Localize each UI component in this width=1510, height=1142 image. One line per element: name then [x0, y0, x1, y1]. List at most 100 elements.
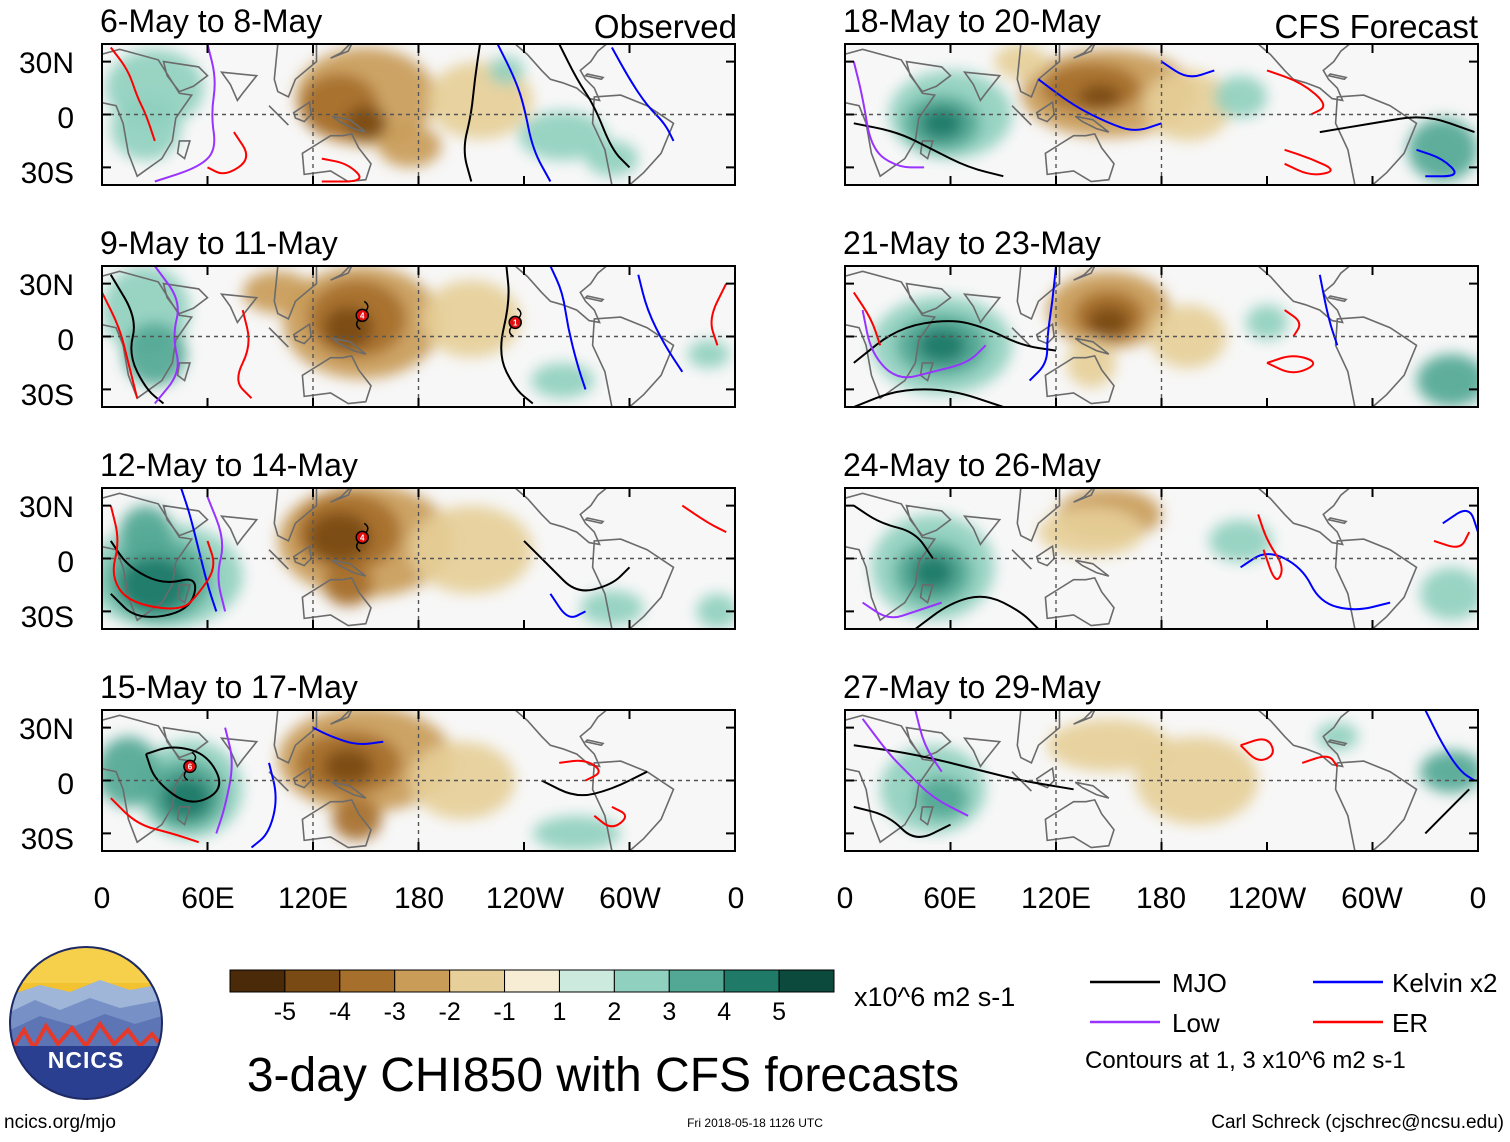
- colorbar-box: [668, 969, 725, 993]
- contour-line: [1416, 148, 1456, 178]
- shading-blob: [1078, 84, 1122, 110]
- coastline: [1073, 44, 1096, 59]
- lon-axis-labels-right: 0 60E 120E 180 120W 60W 0: [837, 882, 1487, 915]
- coastline: [1334, 316, 1418, 407]
- contour-line: [853, 320, 1057, 364]
- coastline: [1044, 798, 1115, 849]
- coastline: [1334, 760, 1418, 851]
- colorbar-box: [504, 969, 560, 993]
- coastline: [162, 726, 209, 759]
- lon-label: 120E: [1021, 882, 1091, 915]
- legend-label-mjo: MJO: [1172, 968, 1227, 998]
- contour-line: [153, 266, 179, 405]
- map-panel: [101, 43, 736, 186]
- contour-line: [559, 759, 600, 782]
- colorbar-label: -5: [274, 998, 296, 1026]
- contour-line: [1037, 78, 1162, 131]
- coastline: [331, 559, 367, 577]
- contour-line: [862, 601, 943, 619]
- coastline: [331, 781, 367, 799]
- lat-label: 0: [57, 324, 74, 357]
- coastline: [292, 322, 313, 345]
- contour-line: [852, 61, 925, 169]
- contour-line: [523, 540, 631, 592]
- legend: MJO Kelvin x2 Low ER Contours at 1, 3 x1…: [1085, 968, 1498, 1074]
- shading-blob: [422, 280, 521, 358]
- coastlines: [102, 488, 675, 629]
- wave-contours: [102, 266, 728, 405]
- coastline: [1073, 266, 1096, 281]
- colorbar-box: [613, 969, 670, 993]
- shading-blob: [161, 776, 212, 820]
- coastline: [1035, 544, 1056, 567]
- wave-contours: [110, 44, 675, 183]
- contour-line: [1424, 710, 1476, 782]
- shading-blob: [1407, 118, 1478, 182]
- coastline: [1074, 115, 1110, 133]
- shading-blob: [580, 590, 644, 626]
- lon-label: 60E: [923, 882, 976, 915]
- contour-line: [250, 762, 277, 849]
- coastline: [1074, 781, 1110, 799]
- coastline: [513, 44, 608, 102]
- coastline: [273, 710, 318, 765]
- coastline: [583, 295, 605, 303]
- colorbar-box: [449, 969, 506, 993]
- colorbar-box: [778, 969, 835, 993]
- colorbar-box: [723, 969, 780, 993]
- coastline: [268, 105, 289, 126]
- lon-label: 0: [837, 882, 854, 915]
- contour-line: [861, 309, 987, 379]
- contour-line: [145, 746, 221, 803]
- wave-contours: [110, 726, 648, 849]
- coastline: [162, 282, 209, 315]
- coastline: [292, 766, 313, 789]
- contour-line: [549, 593, 586, 618]
- colorbar-box: [229, 969, 286, 993]
- chi850-shading: [105, 47, 639, 177]
- contour-line: [463, 44, 481, 182]
- coastline: [1326, 295, 1348, 303]
- coastline: [1044, 354, 1115, 405]
- tropical-cyclone-marker: 4: [355, 522, 369, 552]
- coastline: [1016, 488, 1061, 543]
- contour-line: [558, 44, 631, 169]
- lon-label: 60W: [1341, 882, 1403, 915]
- shading-blob: [518, 110, 607, 161]
- shading-blob: [119, 505, 173, 559]
- colorbar-label: 3: [662, 998, 676, 1026]
- shading-blob: [123, 322, 187, 386]
- shading-blob: [531, 362, 595, 399]
- lon-label: 60E: [181, 882, 234, 915]
- coastline: [219, 293, 259, 324]
- coastline: [1035, 322, 1056, 345]
- contour-line: [312, 726, 384, 746]
- lon-label: 0: [94, 882, 111, 915]
- lat-label: 30N: [19, 47, 74, 80]
- coastline: [583, 517, 605, 525]
- lat-label: 30N: [19, 269, 74, 302]
- chi850-shading: [102, 710, 621, 851]
- coastline: [905, 504, 952, 537]
- coastline: [1073, 710, 1096, 725]
- coastline: [1074, 559, 1110, 577]
- panel-title: 12-May to 14-May: [100, 447, 358, 483]
- coastline: [176, 362, 191, 382]
- legend-label-kelvin: Kelvin x2: [1392, 968, 1498, 998]
- colorbar-box: [339, 969, 396, 993]
- contour-line: [215, 727, 233, 834]
- lon-label: 180: [1136, 882, 1186, 915]
- contour-line: [1239, 738, 1274, 761]
- ncics-logo: NCICS: [9, 946, 163, 1100]
- contour-line: [500, 266, 534, 405]
- contour-line: [154, 44, 216, 183]
- contour-line: [102, 291, 139, 399]
- coastline: [905, 282, 952, 315]
- lat-label: 30S: [21, 157, 74, 190]
- coastline: [513, 710, 608, 768]
- colorbar-label: 2: [607, 998, 621, 1026]
- footer-credit: Carl Schreck (cjschrec@ncsu.edu): [1211, 1112, 1504, 1133]
